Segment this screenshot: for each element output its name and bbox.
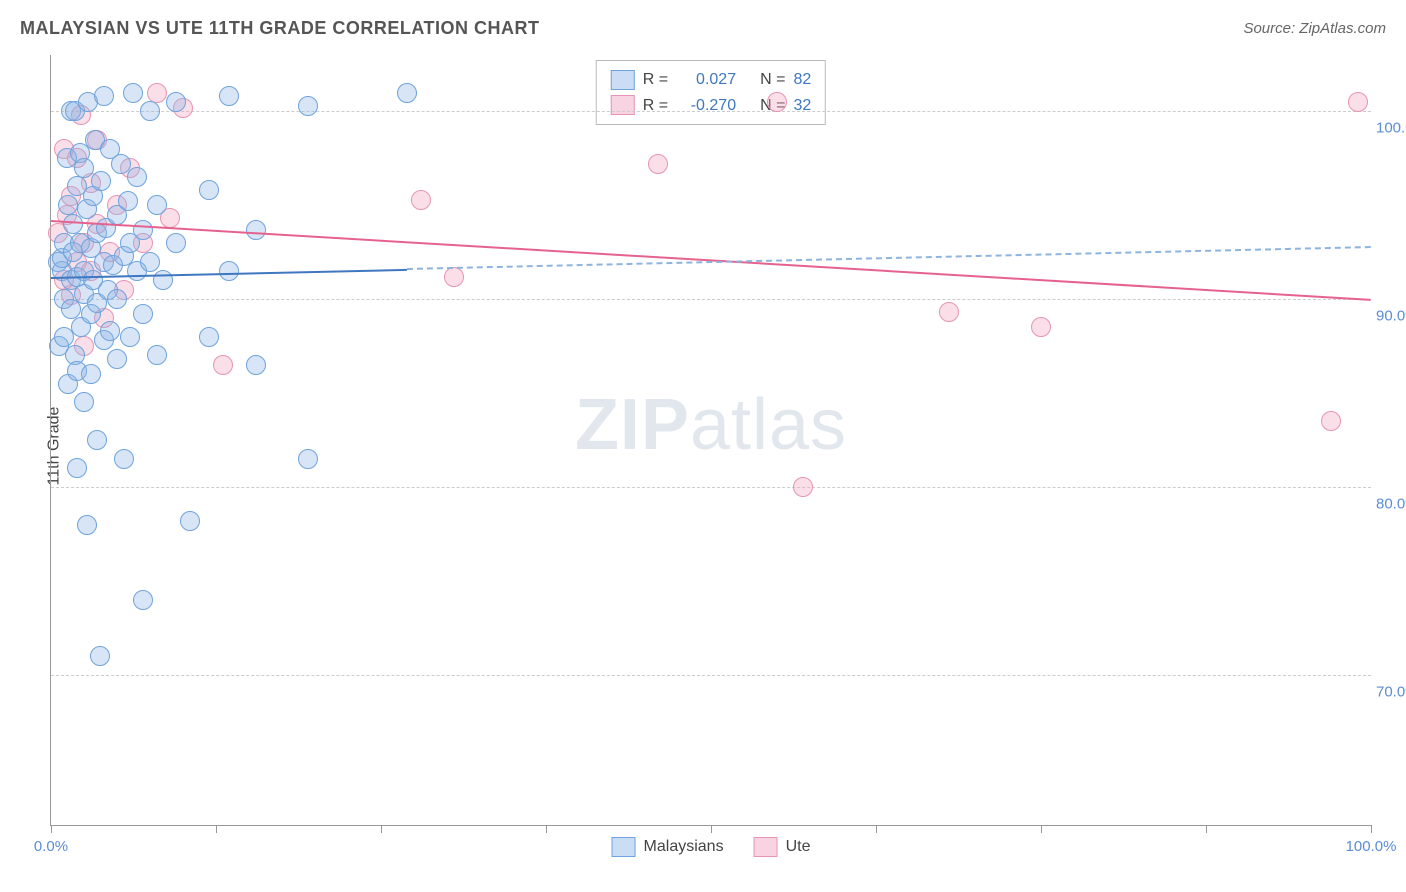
watermark: ZIPatlas [575, 384, 847, 466]
malaysians-point [91, 171, 111, 191]
malaysians-n-value: 82 [793, 67, 811, 93]
ute-point [793, 477, 813, 497]
malaysians-point [298, 96, 318, 116]
y-tick-label: 70.0% [1376, 683, 1406, 700]
y-tick-label: 90.0% [1376, 308, 1406, 325]
malaysians-point [127, 167, 147, 187]
malaysians-point [246, 220, 266, 240]
malaysians-point [133, 590, 153, 610]
malaysians-point [199, 180, 219, 200]
x-tick [876, 825, 877, 833]
scatter-plot: ZIPatlas R = 0.027 N = 82 R = -0.270 N =… [50, 55, 1371, 826]
ute-swatch [611, 95, 635, 115]
malaysians-point [120, 327, 140, 347]
malaysians-swatch [611, 70, 635, 90]
x-tick-label: 100.0% [1346, 838, 1397, 855]
x-tick-label: 0.0% [34, 838, 68, 855]
malaysians-point [180, 511, 200, 531]
malaysians-point [118, 191, 138, 211]
correlation-legend: R = 0.027 N = 82 R = -0.270 N = 32 [596, 60, 826, 125]
ute-point [1031, 317, 1051, 337]
source-text: Source: ZipAtlas.com [1243, 20, 1386, 37]
ute-point [648, 154, 668, 174]
series-legend: Malaysians Ute [612, 837, 811, 857]
x-tick [1041, 825, 1042, 833]
ute-point [939, 302, 959, 322]
malaysians-point [199, 327, 219, 347]
x-tick [546, 825, 547, 833]
gridline [51, 111, 1371, 112]
malaysians-point [58, 195, 78, 215]
ute-point [1348, 92, 1368, 112]
malaysians-point [166, 233, 186, 253]
ute-point [411, 190, 431, 210]
ute-r-value: -0.270 [676, 93, 736, 119]
malaysians-point [90, 646, 110, 666]
malaysians-legend-swatch [612, 837, 636, 857]
malaysians-point [94, 86, 114, 106]
malaysians-point [74, 392, 94, 412]
ute-point [1321, 411, 1341, 431]
malaysians-r-value: 0.027 [676, 67, 736, 93]
x-tick [1206, 825, 1207, 833]
ute-point [147, 83, 167, 103]
malaysians-point [246, 355, 266, 375]
x-tick [1371, 825, 1372, 833]
malaysians-point [114, 449, 134, 469]
x-tick [51, 825, 52, 833]
malaysians-point [140, 101, 160, 121]
x-tick [711, 825, 712, 833]
malaysians-point [107, 289, 127, 309]
malaysians-point [87, 430, 107, 450]
ute-legend-label: Ute [786, 838, 811, 856]
malaysians-point [133, 220, 153, 240]
ute-point [213, 355, 233, 375]
malaysians-point [133, 304, 153, 324]
gridline [51, 675, 1371, 676]
malaysians-point [77, 515, 97, 535]
ute-legend-swatch [754, 837, 778, 857]
malaysians-legend-label: Malaysians [644, 838, 724, 856]
malaysians-point [107, 349, 127, 369]
gridline [51, 487, 1371, 488]
malaysians-point [219, 261, 239, 281]
malaysians-point [67, 458, 87, 478]
malaysians-point [147, 195, 167, 215]
x-tick [381, 825, 382, 833]
malaysians-point [140, 252, 160, 272]
ute-point [444, 267, 464, 287]
y-tick-label: 100.0% [1376, 120, 1406, 137]
malaysians-point [74, 158, 94, 178]
chart-title: MALAYSIAN VS UTE 11TH GRADE CORRELATION … [20, 18, 540, 38]
malaysians-point [123, 83, 143, 103]
malaysians-point [100, 321, 120, 341]
malaysians-point [147, 345, 167, 365]
malaysians-point [397, 83, 417, 103]
malaysians-point [166, 92, 186, 112]
ute-n-value: 32 [793, 93, 811, 119]
x-tick [216, 825, 217, 833]
y-tick-label: 80.0% [1376, 495, 1406, 512]
gridline [51, 299, 1371, 300]
malaysians-point [298, 449, 318, 469]
malaysians-point [219, 86, 239, 106]
malaysians-point [81, 364, 101, 384]
ute-point [767, 92, 787, 112]
